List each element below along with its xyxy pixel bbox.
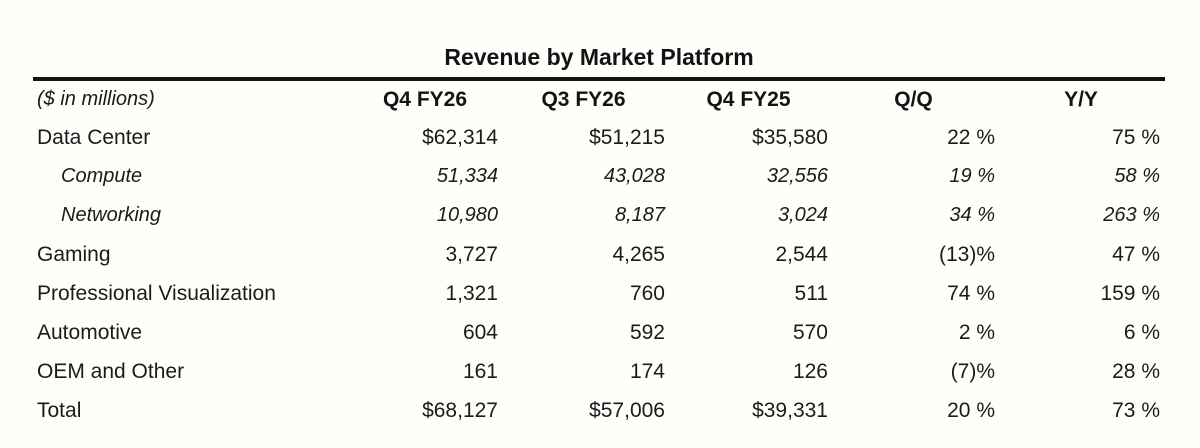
cell-q4fy25: 3,024	[777, 204, 828, 226]
row-label: Data Center	[37, 125, 151, 149]
cell-qq: 22 %	[947, 125, 995, 149]
cell-q4fy25: $35,580	[752, 125, 828, 149]
cell-q4fy26: 51,334	[436, 165, 498, 187]
cell-q3fy26: $57,006	[589, 398, 665, 422]
cell-yy: 47 %	[1112, 242, 1160, 266]
cell-yy: 28 %	[1112, 359, 1160, 383]
cell-qq: 2 %	[958, 320, 995, 344]
cell-q3fy26: 174	[629, 359, 665, 383]
cell-q4fy25: $39,331	[752, 398, 828, 422]
title-rule	[33, 77, 1165, 81]
cell-yy: 58 %	[1114, 165, 1160, 187]
cell-q4fy25: 2,544	[775, 242, 828, 266]
cell-q4fy25: 570	[792, 320, 828, 344]
table-row-professional-visualization: Professional Visualization 1,321 760 511…	[33, 274, 1165, 313]
row-label: Compute	[61, 165, 143, 187]
cell-q4fy26: 161	[462, 359, 498, 383]
revenue-report: Revenue by Market Platform ($ in million…	[33, 0, 1165, 430]
revenue-by-market-platform-table: ($ in millions) Q4 FY26 Q3 FY26 Q4 FY25 …	[33, 81, 1165, 430]
column-header-q3-fy26: Q3 FY26	[541, 87, 626, 111]
cell-q4fy25: 511	[794, 281, 828, 305]
cell-q4fy26: 604	[462, 320, 498, 344]
cell-yy: 159 %	[1100, 281, 1160, 305]
cell-q3fy26: $51,215	[589, 125, 665, 149]
table-row-oem-and-other: OEM and Other 161 174 126 (7)% 28 %	[33, 352, 1165, 391]
cell-q4fy26: $68,127	[422, 398, 498, 422]
row-label: Gaming	[37, 242, 111, 266]
cell-q4fy26: 1,321	[445, 281, 498, 305]
header-row: ($ in millions) Q4 FY26 Q3 FY26 Q4 FY25 …	[33, 81, 1165, 118]
cell-q4fy25: 126	[792, 359, 828, 383]
cell-qq: 19 %	[949, 165, 995, 187]
table-row-networking: Networking 10,980 8,187 3,024 34 % 263 %	[33, 196, 1165, 235]
cell-qq: 74 %	[947, 281, 995, 305]
cell-q3fy26: 592	[629, 320, 665, 344]
column-header-yy: Y/Y	[1064, 87, 1098, 111]
cell-qq: 20 %	[947, 398, 995, 422]
column-header-qq: Q/Q	[894, 87, 933, 111]
cell-yy: 75 %	[1112, 125, 1160, 149]
column-header-q4-fy25: Q4 FY25	[706, 87, 791, 111]
row-label: Networking	[61, 204, 162, 226]
cell-q3fy26: 4,265	[612, 242, 665, 266]
table-row-total: Total $68,127 $57,006 $39,331 20 % 73 %	[33, 391, 1165, 430]
row-label: Automotive	[37, 320, 143, 344]
cell-q4fy26: 10,980	[436, 204, 498, 226]
unit-note: ($ in millions)	[37, 88, 155, 110]
row-label: Total	[37, 398, 82, 422]
cell-qq: 34 %	[949, 204, 995, 226]
cell-qq: (13)%	[938, 242, 995, 266]
cell-q4fy26: $62,314	[422, 125, 498, 149]
table-row-automotive: Automotive 604 592 570 2 % 6 %	[33, 313, 1165, 352]
cell-yy: 73 %	[1112, 398, 1160, 422]
table-row-data-center: Data Center $62,314 $51,215 $35,580 22 %…	[33, 118, 1165, 157]
cell-q3fy26: 43,028	[603, 165, 665, 187]
cell-q3fy26: 760	[629, 281, 665, 305]
column-header-q4-fy26: Q4 FY26	[382, 87, 468, 111]
cell-q4fy26: 3,727	[445, 242, 498, 266]
cell-yy: 6 %	[1123, 320, 1160, 344]
table-row-gaming: Gaming 3,727 4,265 2,544 (13)% 47 %	[33, 235, 1165, 274]
cell-qq: (7)%	[950, 359, 995, 383]
cell-yy: 263 %	[1103, 204, 1160, 226]
cell-q3fy26: 8,187	[614, 204, 665, 226]
row-label: OEM and Other	[37, 359, 185, 383]
row-label: Professional Visualization	[37, 281, 276, 305]
table-row-compute: Compute 51,334 43,028 32,556 19 % 58 %	[33, 157, 1165, 196]
cell-q4fy25: 32,556	[766, 165, 828, 187]
table-title: Revenue by Market Platform	[444, 44, 754, 70]
